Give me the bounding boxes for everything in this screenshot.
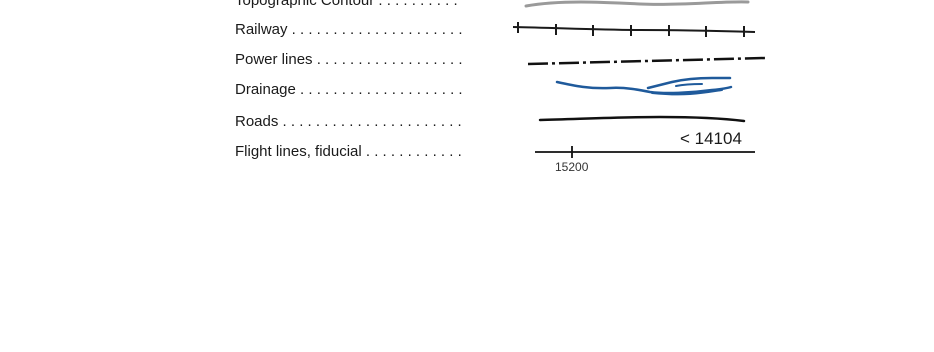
roads-symbol [538, 115, 746, 123]
legend-label-roads: Roads . . . . . . . . . . . . . . . . . … [235, 113, 462, 130]
legend-label-drainage: Drainage . . . . . . . . . . . . . . . .… [235, 81, 463, 98]
flight-line-symbol [535, 146, 755, 158]
legend-label-flight-lines: Flight lines, fiducial . . . . . . . . .… [235, 143, 462, 160]
legend-label-railway: Railway . . . . . . . . . . . . . . . . … [235, 21, 463, 38]
railway-symbol [512, 22, 756, 37]
fiducial-number: 15200 [555, 160, 589, 174]
topographic-contour-symbol [524, 0, 750, 8]
railway-line [512, 26, 756, 33]
drainage-stream [675, 83, 703, 87]
drainage-stream [555, 80, 733, 95]
flight-line-number: < 14104 [680, 129, 742, 148]
legend-label-topographic-contour: Topographic Contour . . . . . . . . . . [235, 0, 458, 9]
power-lines-symbol [527, 56, 766, 66]
drainage-stream [646, 76, 732, 90]
drainage-stream [651, 89, 723, 96]
legend-label-power-lines: Power lines . . . . . . . . . . . . . . … [235, 51, 463, 68]
drainage-symbol [555, 76, 733, 96]
